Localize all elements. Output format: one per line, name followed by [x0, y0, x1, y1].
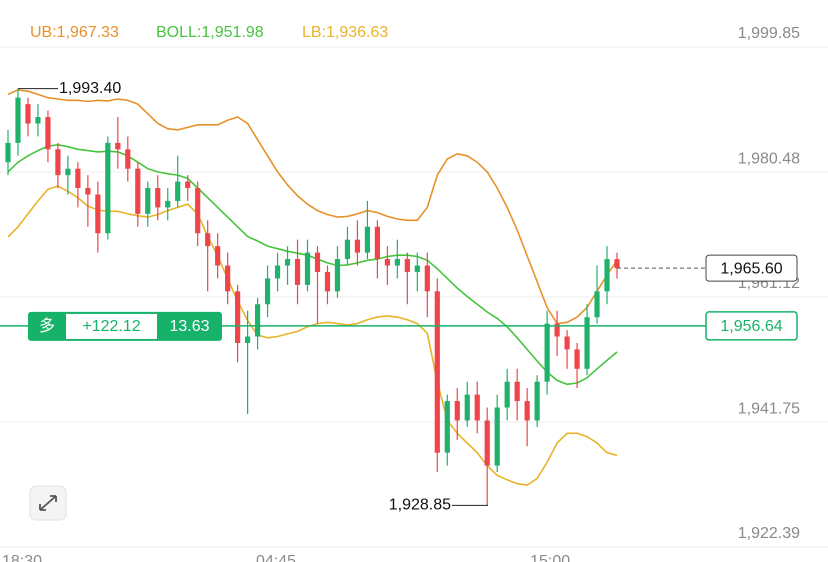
candle-body: [125, 149, 131, 169]
position-side: 多: [39, 317, 55, 335]
position-price-label: 1,956.64: [720, 318, 782, 335]
candle-body: [185, 181, 191, 189]
candle-body: [195, 188, 201, 234]
candle-body: [155, 188, 161, 208]
candle-body: [284, 259, 291, 266]
candle-body: [594, 291, 600, 318]
overlay: 1,993.40 1,928.85 1,965.60 1,956.64 多 +122.12…: [0, 80, 798, 514]
candle-body: [504, 381, 510, 408]
candle-body: [544, 323, 550, 382]
candle-body: [364, 226, 371, 253]
candle-body: [15, 97, 21, 143]
x-tick-label: 18:30: [2, 553, 42, 562]
x-tick-label: 04:45: [256, 553, 296, 562]
candle-body: [414, 265, 420, 272]
candle-body: [85, 188, 91, 195]
band-line: [7, 143, 618, 386]
candle-body: [115, 142, 121, 150]
candle-body: [394, 259, 400, 266]
candle-body: [454, 401, 460, 421]
candle-body: [5, 142, 11, 163]
candle-body: [554, 323, 560, 337]
candle-body: [334, 259, 341, 292]
candle-body: [384, 259, 390, 266]
y-tick-label: 1,980.48: [738, 150, 800, 167]
candle-body: [55, 149, 61, 176]
candle-body: [434, 291, 440, 453]
candle-body: [254, 304, 261, 337]
candle-body: [225, 265, 231, 292]
x-tick-label: 15:00: [530, 553, 570, 562]
candle-body: [245, 336, 251, 343]
candles: [5, 88, 620, 506]
bollinger-bands: [7, 89, 618, 486]
candle-body: [494, 407, 500, 466]
position-pnl-bg: [66, 313, 157, 339]
position-price-box: [705, 311, 798, 341]
candle-body: [95, 194, 101, 234]
candle-body: [145, 188, 151, 214]
candle-body: [354, 239, 361, 253]
candle-body: [344, 239, 351, 260]
legend-entry: BOLL:1,951.98: [156, 24, 264, 41]
candle-body: [294, 259, 301, 285]
last-price-label: 1,965.60: [720, 260, 782, 277]
candle-body: [444, 401, 450, 453]
candle-body: [614, 259, 620, 269]
expand-icon: [39, 495, 57, 511]
candle-body: [65, 168, 71, 176]
legend-entry: LB:1,936.63: [302, 24, 388, 41]
candle-body: [314, 252, 321, 272]
candle-body: [135, 168, 141, 214]
candle-body: [304, 252, 311, 285]
candle-body: [75, 168, 81, 189]
candle-body: [35, 117, 41, 124]
candle-body: [215, 246, 221, 266]
position-pnl: +122.12: [82, 318, 140, 335]
candle-body: [105, 142, 111, 234]
candle-body: [524, 401, 530, 421]
y-tick-label: 1,922.39: [738, 525, 800, 542]
candle-body: [175, 181, 181, 201]
candle-body: [604, 259, 610, 292]
candle-body: [324, 271, 331, 292]
candle-body: [165, 200, 171, 208]
candle-body: [264, 278, 271, 305]
candle-body: [564, 336, 570, 350]
candle-body: [584, 317, 590, 369]
y-tick-label: 1,941.75: [738, 400, 800, 417]
candle-body: [534, 381, 540, 421]
expand-button[interactable]: [29, 485, 67, 521]
candle-body: [474, 394, 480, 421]
candle-body: [25, 104, 31, 124]
position-size: 13.63: [169, 318, 209, 335]
candle-body: [205, 233, 211, 247]
candle-body: [374, 226, 380, 260]
candle-body: [514, 381, 520, 402]
y-tick-label: 1,999.85: [738, 25, 800, 42]
candle-body: [464, 394, 470, 421]
high-marker-label: 1,993.40: [59, 80, 121, 97]
candle-body: [574, 349, 580, 369]
low-marker-label: 1,928.85: [389, 497, 451, 514]
legend-entry: UB:1,967.33: [30, 24, 119, 41]
candle-body: [274, 265, 281, 279]
candle-body: [484, 420, 490, 466]
last-price-box: [705, 254, 798, 282]
candle-body: [235, 291, 241, 343]
candle-body: [404, 259, 410, 272]
candle-body: [424, 265, 430, 292]
band-line: [7, 89, 618, 325]
candle-body: [45, 117, 51, 150]
grid: 1,999.851,980.481,961.121,941.751,922.39…: [0, 25, 828, 562]
